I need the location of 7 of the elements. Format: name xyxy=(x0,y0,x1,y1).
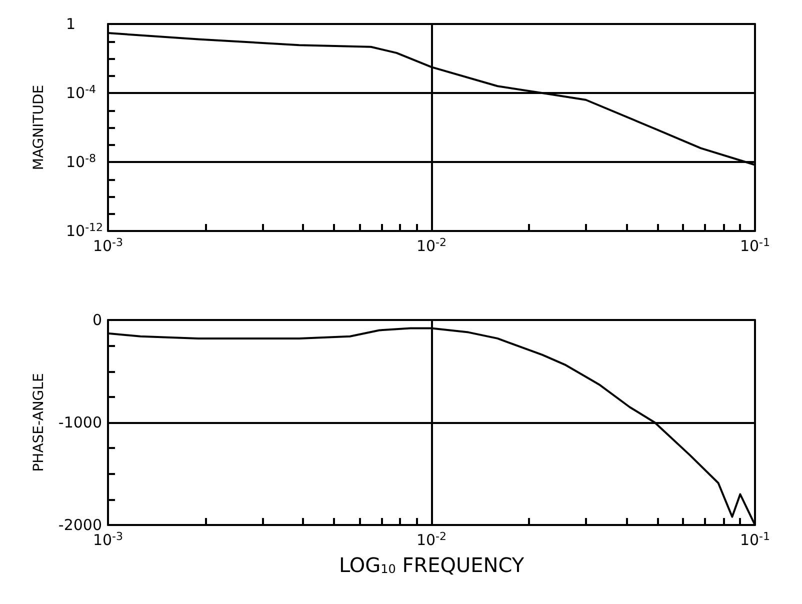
y-tick-label: -1000 xyxy=(58,414,102,432)
y-axis-title: MAGNITUDE xyxy=(31,84,47,170)
y-tick-label: 1 xyxy=(66,15,76,33)
y-axis-title: PHASE-ANGLE xyxy=(31,373,47,472)
y-tick-label: 0 xyxy=(92,311,102,329)
y-tick-label: -2000 xyxy=(58,516,102,534)
x-axis-title: LOG10 FREQUENCY xyxy=(338,553,525,577)
